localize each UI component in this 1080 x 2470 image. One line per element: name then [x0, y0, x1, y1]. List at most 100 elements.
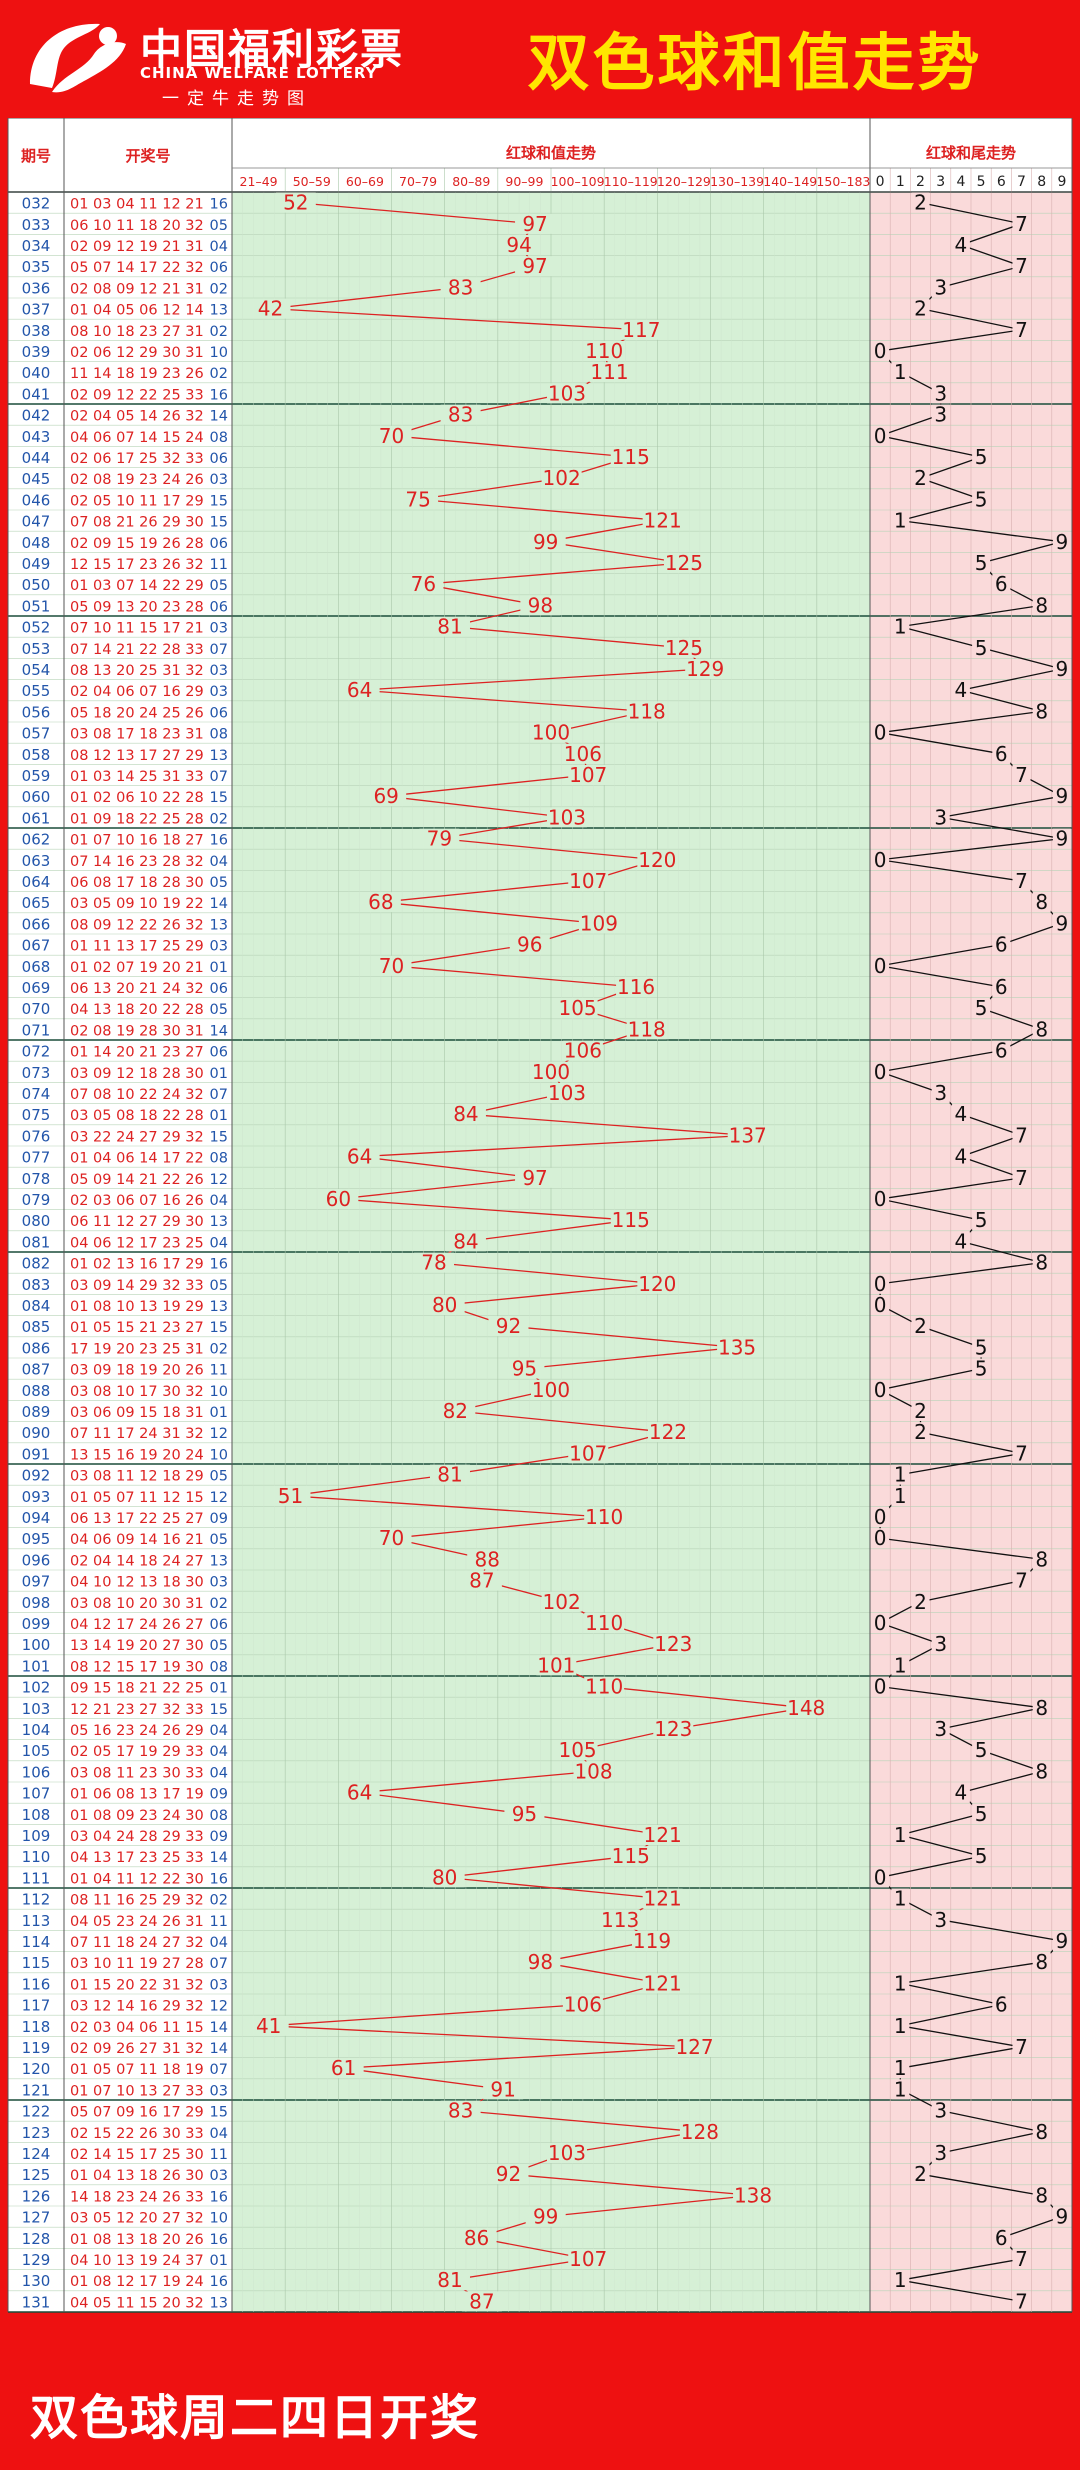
sum-value: 121 — [644, 1971, 682, 1995]
sum-label-bg — [562, 743, 603, 764]
tail-value: 4 — [955, 1145, 968, 1169]
tail-label-bg — [1032, 701, 1051, 722]
blue-ball: 12 — [210, 1172, 228, 1188]
sum-value: 88 — [474, 1547, 499, 1571]
red-balls: 01 04 11 12 22 30 — [70, 1871, 204, 1887]
tail-label-bg — [931, 277, 950, 298]
tail-label-bg — [1032, 892, 1051, 913]
sum-value: 111 — [590, 360, 628, 384]
tail-value: 9 — [1056, 657, 1069, 681]
red-balls: 03 05 09 10 19 22 — [70, 896, 204, 912]
tail-trend-segment — [920, 201, 1022, 225]
tail-value: 2 — [914, 1590, 927, 1614]
tail-trend-segment — [900, 498, 982, 522]
sum-value: 102 — [543, 466, 581, 490]
red-balls: 02 03 06 07 16 26 — [70, 1193, 204, 1209]
sum-label-bg — [653, 1634, 694, 1655]
blue-ball: 11 — [210, 557, 228, 573]
red-balls: 04 06 12 17 23 25 — [70, 1235, 204, 1251]
tail-trend-segment — [879, 943, 1002, 967]
red-balls: 02 15 22 26 30 33 — [70, 2126, 204, 2142]
tail-label-bg — [891, 616, 910, 637]
sum-range-label: 60–69 — [346, 174, 384, 189]
tail-trend-segment — [879, 1049, 1002, 1073]
tail-value: 3 — [934, 381, 947, 405]
tail-digit-label: 3 — [936, 174, 945, 190]
tail-label-bg — [972, 637, 991, 658]
tail-value: 0 — [874, 1187, 887, 1211]
tail-label-bg — [992, 1040, 1011, 1061]
issue-number: 070 — [22, 1000, 51, 1018]
issue-number: 127 — [22, 2209, 51, 2227]
sum-value: 115 — [612, 1208, 650, 1232]
sum-trend-segment — [359, 689, 647, 713]
sum-trend-segment — [545, 2194, 754, 2218]
tail-label-bg — [1012, 2249, 1031, 2269]
issue-number: 053 — [22, 640, 51, 658]
sum-range-label: 90–99 — [505, 174, 543, 189]
sum-label-bg — [483, 2079, 524, 2100]
sum-value: 103 — [548, 805, 586, 829]
red-balls: 01 04 06 14 17 22 — [70, 1151, 204, 1167]
sum-value: 106 — [564, 742, 602, 766]
tail-trend-segment — [879, 965, 1002, 988]
tail-value: 8 — [1035, 2183, 1048, 2207]
issue-number: 092 — [22, 1467, 51, 1485]
blue-ball: 11 — [210, 1363, 228, 1379]
sum-value: 83 — [448, 2099, 473, 2123]
tail-label-bg — [1052, 531, 1071, 552]
tail-trend-segment — [920, 1431, 1022, 1455]
tail-value: 9 — [1056, 530, 1069, 554]
sum-label-bg — [414, 1252, 455, 1273]
tail-label-bg — [972, 553, 991, 573]
tail-trend-segment — [879, 413, 941, 437]
tail-value: 1 — [894, 2268, 907, 2292]
blue-ball: 14 — [210, 896, 228, 912]
issue-number: 077 — [22, 1149, 51, 1167]
sum-label-bg — [584, 1613, 625, 1633]
sum-value: 87 — [469, 1569, 494, 1593]
tail-trend-segment — [879, 1622, 941, 1645]
sum-label-bg — [578, 913, 619, 934]
tail-trend-segment — [980, 647, 1063, 670]
sum-label-bg — [674, 2037, 715, 2057]
sum-value: 115 — [612, 1844, 650, 1868]
blue-ball: 03 — [210, 472, 228, 488]
blue-ball: 01 — [210, 2253, 228, 2269]
tail-label-bg — [871, 1061, 890, 1082]
tail-trend-segment — [879, 1367, 982, 1391]
sum-value: 106 — [564, 1993, 602, 2017]
sum-trend-segment — [439, 816, 568, 840]
sum-label-bg — [642, 1825, 683, 1845]
blue-ball: 02 — [210, 366, 228, 382]
tail-label-bg — [931, 2100, 950, 2121]
tail-label-bg — [871, 1379, 890, 1400]
issue-number: 048 — [22, 534, 51, 552]
sum-trend-segment — [290, 1473, 451, 1497]
sum-label-bg — [456, 2227, 497, 2248]
blue-ball: 10 — [210, 1384, 228, 1400]
tail-label-bg — [891, 1464, 910, 1485]
blue-ball: 05 — [210, 218, 228, 234]
red-balls: 03 06 09 15 18 31 — [70, 1405, 204, 1421]
blue-ball: 16 — [210, 833, 228, 849]
issue-number: 097 — [22, 1573, 51, 1591]
sum-label-bg — [429, 1464, 470, 1485]
sum-label-bg — [323, 2058, 364, 2079]
tail-trend-segment — [960, 1155, 1022, 1179]
blue-ball: 05 — [210, 1638, 228, 1654]
sum-value: 110 — [585, 1505, 623, 1529]
blue-ball: 03 — [210, 684, 228, 700]
sum-label-bg — [424, 1295, 465, 1315]
red-balls: 03 08 10 17 30 32 — [70, 1384, 204, 1400]
sum-value: 101 — [537, 1653, 575, 1677]
sum-range-label: 140–149 — [763, 174, 817, 189]
tail-value: 1 — [894, 2014, 907, 2038]
tail-label-bg — [931, 1083, 950, 1103]
red-balls: 04 05 23 24 26 31 — [70, 1914, 204, 1930]
tail-value: 6 — [995, 1039, 1008, 1063]
sum-label-bg — [515, 256, 556, 277]
tail-value: 4 — [955, 1102, 968, 1126]
issue-number: 079 — [22, 1191, 51, 1209]
blue-ball: 15 — [210, 1702, 228, 1718]
